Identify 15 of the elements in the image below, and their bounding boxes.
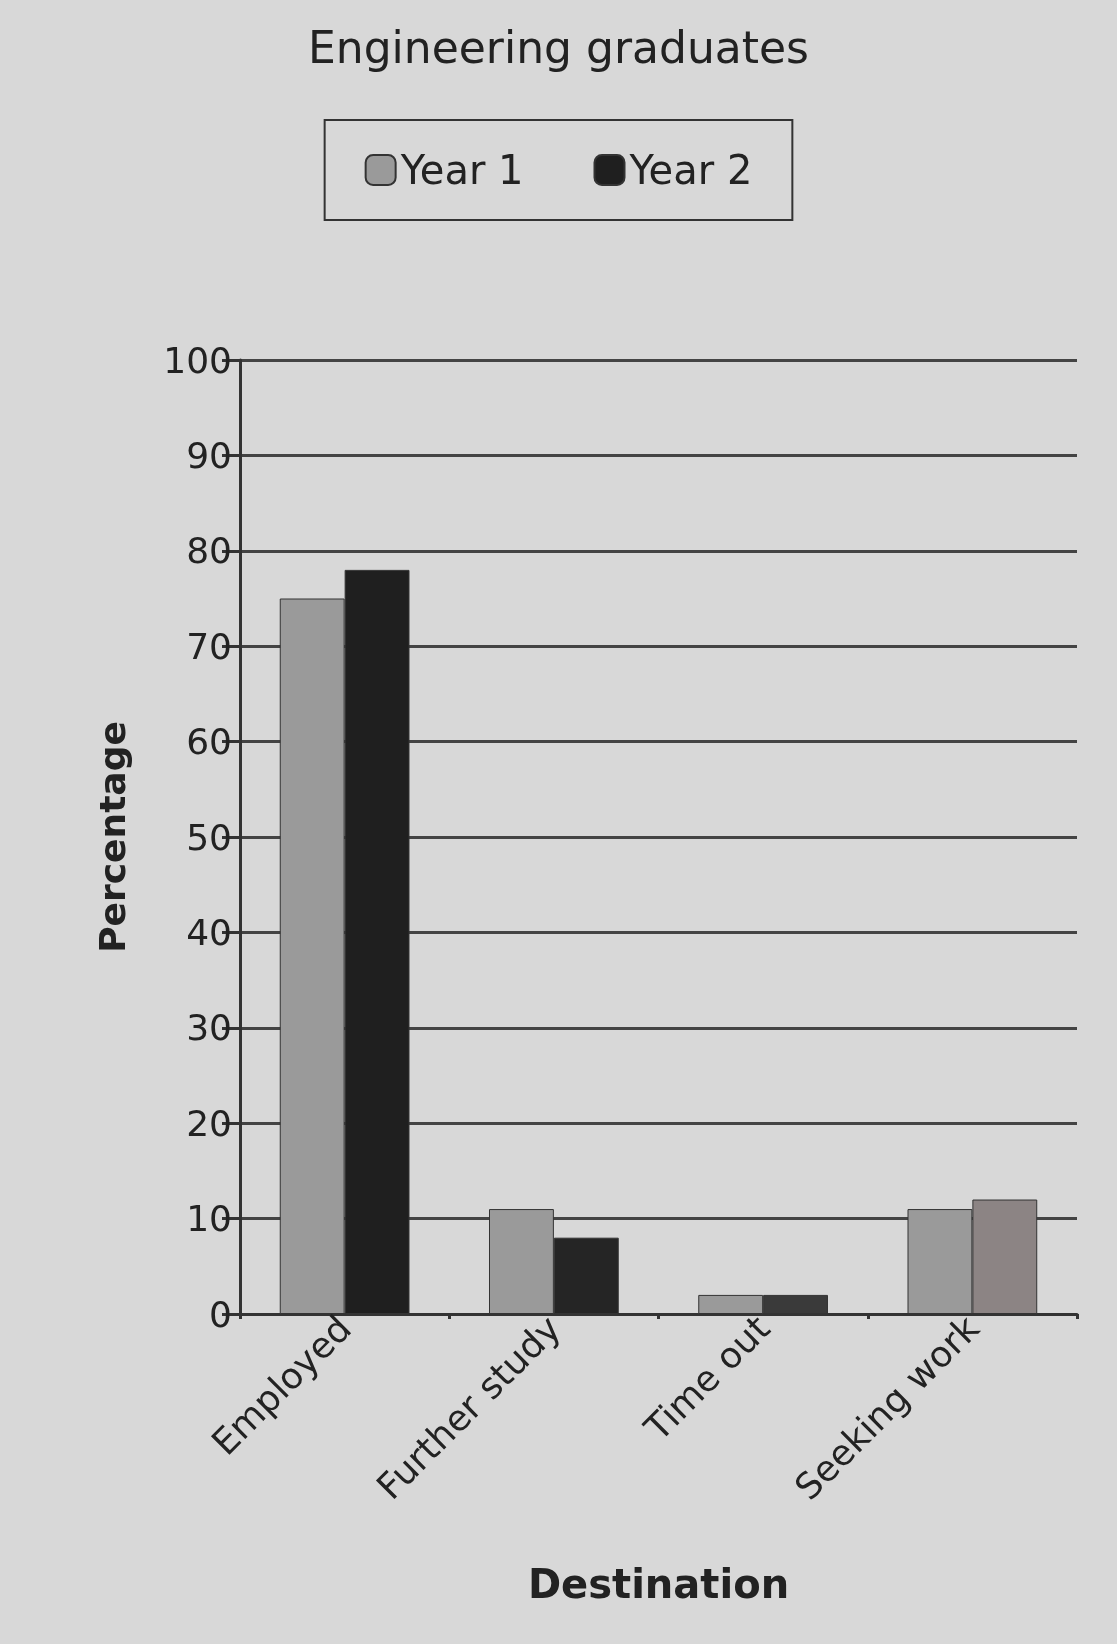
y-tick-label: 90 bbox=[186, 434, 232, 476]
y-tick-label: 50 bbox=[186, 816, 232, 858]
y-tick-label: 70 bbox=[186, 625, 232, 667]
x-axis-title: Destination bbox=[527, 1561, 790, 1607]
y-tick-label: 10 bbox=[186, 1198, 232, 1240]
y-axis-title: Percentage bbox=[91, 721, 133, 953]
y-tick-label: 80 bbox=[186, 530, 232, 572]
y-tick-label: 100 bbox=[163, 339, 232, 381]
y-tick-label: 40 bbox=[186, 911, 232, 953]
chart-title: Engineering graduates bbox=[308, 21, 809, 73]
legend-label: Year 2 bbox=[628, 147, 753, 193]
legend-label: Year 1 bbox=[399, 147, 524, 193]
y-tick-label: 20 bbox=[186, 1102, 232, 1144]
y-tick-label: 30 bbox=[186, 1007, 232, 1049]
y-tick-label: 60 bbox=[186, 721, 232, 763]
